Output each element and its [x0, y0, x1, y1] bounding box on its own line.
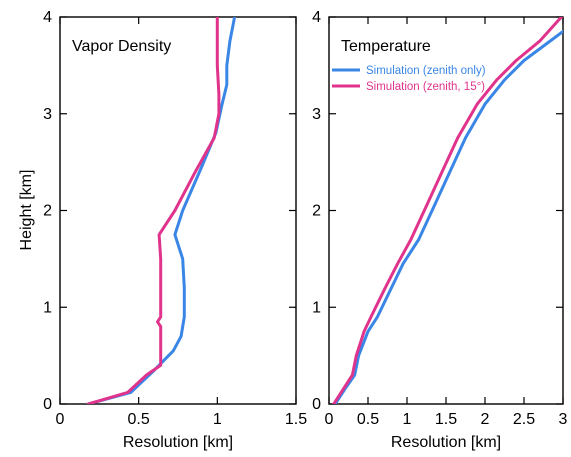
panel-temperature: 0 0.5 1 1.5 2 2.5 3 0 1 2 3 4 Temperature Resolution …: [312, 9, 567, 451]
x-tick-label: 1: [213, 411, 222, 428]
legend-entry: Simulation (zenith only): [366, 65, 486, 77]
x-tick-label: 0.5: [357, 411, 379, 428]
x-tick-label: 0: [325, 411, 334, 428]
series-line-pink: [86, 17, 221, 404]
panel-vapor-density: 0 0.5 1 1.5 0 1 2 3 4 Vapor Density Resolution [km…: [43, 9, 307, 451]
x-tick-label: 0: [56, 411, 65, 428]
x-axis-label: Resolution [km]: [391, 434, 501, 451]
series-line-pink: [332, 17, 563, 404]
y-tick-label: 4: [312, 9, 321, 26]
x-tick-label: 3: [559, 411, 568, 428]
y-tick-label: 1: [43, 299, 52, 316]
y-tick-label: 4: [43, 9, 52, 26]
y-tick-label: 2: [312, 203, 321, 220]
y-tick-label: 1: [312, 299, 321, 316]
series-line-blue: [333, 30, 563, 404]
x-tick-label: 2: [481, 411, 490, 428]
series-line-blue: [86, 17, 237, 404]
x-tick-label: 1.5: [285, 411, 307, 428]
x-tick-label: 1.5: [435, 411, 457, 428]
x-tick-label: 2.5: [513, 411, 535, 428]
x-tick-label: 0.5: [128, 411, 150, 428]
y-tick-label: 0: [43, 396, 52, 413]
y-tick-label: 2: [43, 203, 52, 220]
y-tick-label: 0: [312, 396, 321, 413]
y-tick-label: 3: [312, 106, 321, 123]
panel-title: Vapor Density: [72, 38, 171, 55]
x-tick-label: 1: [403, 411, 412, 428]
x-axis-label: Resolution [km]: [123, 434, 233, 451]
y-tick-label: 3: [43, 106, 52, 123]
plot-frame: [59, 16, 297, 405]
y-axis-label: Height [km]: [18, 170, 35, 251]
panel-title: Temperature: [341, 38, 431, 55]
legend-entry: Simulation (zenith, 15°): [366, 81, 485, 93]
